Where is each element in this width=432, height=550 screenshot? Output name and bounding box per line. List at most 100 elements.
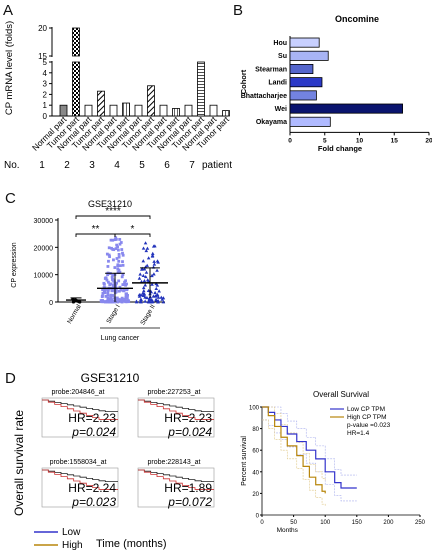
panel-a-bar <box>197 61 205 117</box>
panel-c-point <box>111 247 115 251</box>
panel-c-point <box>101 294 104 298</box>
panel-a-bar <box>184 104 193 117</box>
panel-a-bar <box>97 90 105 117</box>
panel-c-point <box>119 299 123 303</box>
panel-d-ylabel: Overall survival rate <box>12 410 26 516</box>
panel-c-point <box>103 300 107 304</box>
os-xtick-label: 50 <box>290 520 297 526</box>
panel-c-point <box>115 296 119 300</box>
panel-c-point <box>137 276 142 280</box>
panel-c-point <box>152 262 157 266</box>
km-p-label: p=0.072 <box>167 495 212 509</box>
panel-a-bar <box>222 110 230 117</box>
panel-a-patient-label: patient <box>202 160 232 171</box>
panel-c-point <box>112 258 115 262</box>
panel-c-point <box>109 238 113 242</box>
panel-c-sig-bracket <box>75 215 151 219</box>
panel-c-point <box>101 291 105 295</box>
km-p-label: p=0.023 <box>71 495 116 509</box>
panel-c-point <box>106 289 110 292</box>
panel-c-point <box>126 293 129 297</box>
panel-c-point <box>110 289 114 293</box>
panel-c-point <box>124 299 128 303</box>
panel-c-point <box>117 259 121 263</box>
panel-c-point <box>116 264 120 268</box>
km-hr-label: HR=2.24 <box>68 481 116 495</box>
panel-c-point <box>117 289 121 293</box>
km-hr-label: HR=2.23 <box>68 411 116 425</box>
panel-c-point <box>115 257 119 260</box>
panel-c-point <box>121 260 124 264</box>
km-subplot: probe:228143_at HR=1.89p=0.072 <box>137 459 215 509</box>
panel-c-point <box>109 296 113 300</box>
panel-b-plot: Hou Su Stearman Landi Bhattacharjee Wei Okayam… <box>241 36 432 144</box>
panel-c-xtick-label: Stage II <box>139 303 156 326</box>
panel-c-point <box>121 251 124 255</box>
panel-c-point <box>157 289 161 293</box>
panel-c-point <box>141 285 146 290</box>
panel-b-bar <box>289 50 329 61</box>
km-high-curve <box>42 469 118 490</box>
panel-a-ytick-label: 4 <box>43 69 48 78</box>
panel-b-bar <box>289 103 403 114</box>
panel-c-point <box>143 299 147 303</box>
panel-c-point <box>141 259 146 263</box>
panel-c-point <box>106 297 110 301</box>
panel-c-point <box>116 245 119 249</box>
panel-b-xtick-label: 10 <box>356 137 364 144</box>
os-high-curve <box>262 406 326 494</box>
panel-c-point <box>125 287 129 291</box>
panel-c-point <box>105 278 109 282</box>
panel-b-bar <box>289 64 314 75</box>
panel-letter-b: B <box>233 2 244 19</box>
panel-c-scatter-chart: GSE31210 CP expression 0 10000 20000 30000 *… <box>11 199 168 342</box>
panel-c-point <box>155 268 159 272</box>
os-xlabel: Months <box>277 527 299 534</box>
panel-a-ytick-label: 0 <box>43 112 48 121</box>
panel-a-ylabel: CP mRNA level (folds) <box>4 21 15 115</box>
km-high-curve <box>138 469 214 490</box>
panel-c-sig-label: **** <box>105 206 121 217</box>
panel-c-point <box>103 282 106 286</box>
panel-b-category-label: Okayama <box>256 119 287 126</box>
panel-c-point <box>124 292 128 296</box>
km-hr-label: HR=1.89 <box>164 481 212 495</box>
panel-c-point <box>114 247 118 250</box>
panel-b-xtick-label: 0 <box>288 137 292 144</box>
panel-c-xtick-label: Stage I <box>105 303 121 325</box>
km-subplot: probe:1558034_at HR=2.24p=0.023 <box>41 459 119 509</box>
km-subplot: probe:227253_at HR=2.23p=0.024 <box>137 389 215 439</box>
km-probe-label: probe:227253_at <box>148 389 201 396</box>
panel-c-point <box>124 279 127 283</box>
os-xtick-label: 100 <box>320 520 331 526</box>
panel-c-sig-label: * <box>131 224 135 235</box>
panel-c-point <box>155 292 160 297</box>
panel-a-ytick-label: 3 <box>43 80 48 89</box>
panel-c-point <box>112 285 116 289</box>
panel-c-point <box>103 277 107 280</box>
panel-c-point <box>142 278 147 283</box>
panel-b-ylabel: Cohort <box>239 69 248 94</box>
panel-c-point <box>114 236 118 240</box>
panel-b-category-label: Su <box>278 53 287 60</box>
panel-a-bar <box>172 108 180 117</box>
panel-b-title: Oncomine <box>335 14 379 24</box>
panel-c-point <box>103 289 106 293</box>
panel-c-point <box>146 288 151 293</box>
panel-c-point <box>153 244 157 248</box>
panel-c-point <box>150 282 154 286</box>
panel-c-point <box>116 300 120 304</box>
panel-c-point <box>119 288 123 292</box>
panel-c-point <box>153 294 158 298</box>
panel-c-point <box>114 288 118 292</box>
panel-a-row-label: No. <box>4 160 20 171</box>
panel-c-point <box>106 294 110 297</box>
os-ytick-label: 60 <box>252 449 259 455</box>
panel-c-point <box>107 280 110 284</box>
panel-c-point <box>139 297 143 301</box>
panel-a-patient-number: 2 <box>64 160 70 171</box>
panel-c-point <box>144 270 149 274</box>
panel-a-ytick-label: 15 <box>38 52 47 61</box>
panel-c-point <box>107 259 110 263</box>
panel-c-point <box>151 299 155 304</box>
